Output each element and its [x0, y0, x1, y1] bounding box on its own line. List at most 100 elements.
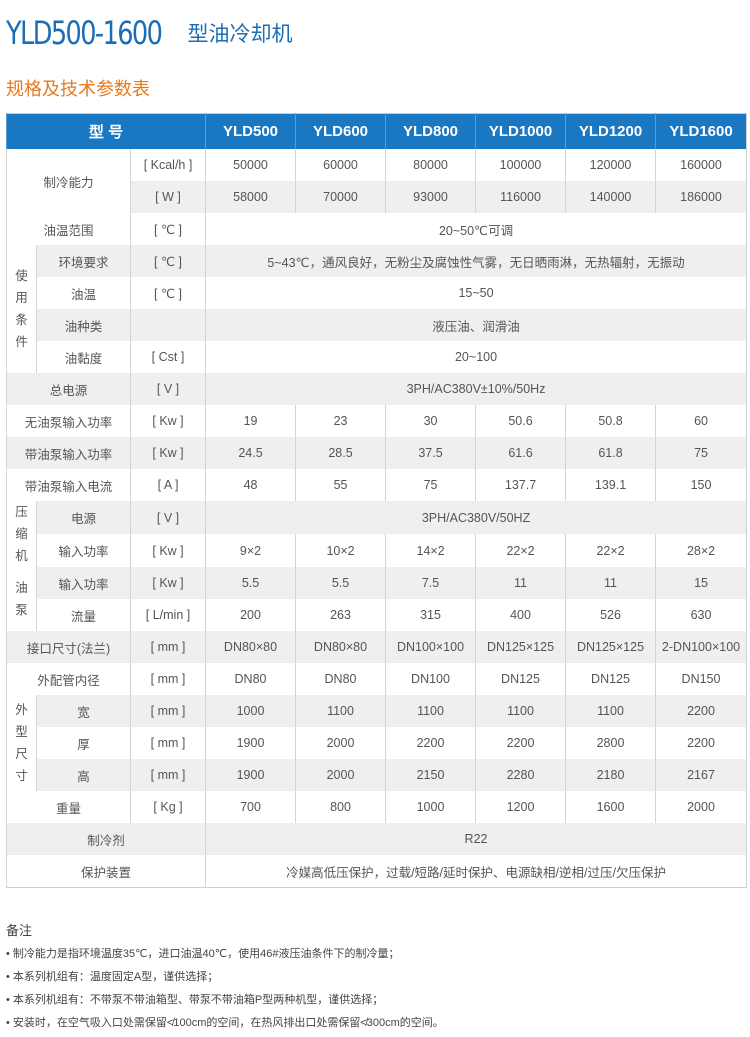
row-unit: [ ℃ ] [129, 213, 206, 245]
group-label-text: 油泵 [15, 581, 28, 617]
title-name: 型油冷却机 [187, 23, 293, 46]
row-value: 37.5 [385, 437, 476, 469]
row-value: 120000 [565, 149, 656, 181]
row-value: 75 [655, 437, 747, 469]
row-value: 22×2 [475, 534, 566, 567]
row-value: 1900 [205, 727, 296, 759]
row-label: 带油泵输入功率 [6, 437, 131, 469]
row-label: 宽 [36, 695, 131, 727]
row-label: 接口尺寸(法兰) [6, 631, 131, 663]
row-value-merged: 15~50 [205, 277, 747, 309]
row-value: 100000 [475, 149, 566, 181]
row-value: 150 [655, 469, 747, 501]
row-value-merged: 3PH/AC380V±10%/50Hz [205, 373, 747, 405]
table-row: 高[ mm ] 1900 2000 2150 2280 2180 2167 [7, 759, 747, 791]
row-unit: [ L/min ] [129, 599, 206, 631]
row-value: DN150 [655, 663, 747, 695]
row-value: 1100 [565, 695, 656, 727]
row-label: 油种类 [36, 309, 131, 341]
group-label: 压缩机 [6, 501, 37, 567]
table-row: 油种类 液压油、润滑油 [7, 309, 747, 341]
row-value: 11 [475, 567, 566, 599]
row-value: 50000 [205, 149, 296, 181]
row-value-merged: 20~100 [205, 341, 747, 373]
table-row: 接口尺寸(法兰)[ mm ] DN80×80 DN80×80 DN100×100 DN1… [6, 631, 747, 663]
row-label: 保护装置 [5, 855, 206, 888]
row-value-merged: 3PH/AC380V/50HZ [205, 501, 747, 534]
row-value: 2800 [565, 727, 656, 759]
header-model: YLD800 [385, 113, 476, 149]
table-row: 油温范围[ ℃ ] 20~50℃可调 [6, 213, 747, 245]
notes: 备注 制冷能力是指环境温度35℃，进口油温40℃，使用46#液压油条件下的制冷量… [6, 920, 444, 1037]
row-value: DN80×80 [295, 631, 386, 663]
row-value: 139.1 [565, 469, 656, 501]
row-value: 2150 [385, 759, 476, 791]
row-value: 19 [205, 405, 296, 437]
row-unit: [ Kw ] [129, 437, 206, 469]
row-label: 制冷剂 [5, 823, 206, 855]
row-unit: [ Kcal/h ] [129, 149, 206, 181]
note-item: 本系列机组有：温度固定A型，谨供选择； [6, 968, 444, 984]
header-model: YLD600 [295, 113, 386, 149]
table-row: 油黏度[ Cst ] 20~100 [7, 341, 747, 373]
row-unit: [ mm ] [129, 663, 206, 695]
row-label: 油温范围 [6, 213, 131, 245]
row-value: 2200 [655, 695, 747, 727]
note-item: 安装时，在空气吸入口处需保留≮100cm的空间，在热风排出口处需保留≮300cm… [6, 1014, 444, 1030]
row-value-merged: 5~43℃，通风良好，无粉尘及腐蚀性气雾，无日晒雨淋，无热辐射，无振动 [205, 245, 747, 277]
row-value: DN125×125 [565, 631, 656, 663]
row-value: 23 [295, 405, 386, 437]
row-unit: [ V ] [129, 373, 206, 405]
row-label: 输入功率 [36, 534, 131, 567]
row-value: 30 [385, 405, 476, 437]
header-model: YLD1200 [565, 113, 656, 149]
row-label: 制冷能力 [6, 149, 131, 213]
row-unit: [ W ] [129, 181, 206, 213]
page-title: YLD500-1600 型油冷却机 [6, 14, 292, 52]
row-value: 1600 [565, 791, 656, 823]
row-value: 2200 [475, 727, 566, 759]
row-label: 无油泵输入功率 [6, 405, 131, 437]
table-row: 无油泵输入功率[ Kw ] 19 23 30 50.6 50.8 60 [6, 405, 747, 437]
row-value: DN100 [385, 663, 476, 695]
row-value: 14×2 [385, 534, 476, 567]
row-value: 10×2 [295, 534, 386, 567]
table-row: 油温[ ℃ ] 15~50 [7, 277, 747, 309]
row-label: 高 [36, 759, 131, 791]
row-label: 总电源 [6, 373, 131, 405]
row-value: 24.5 [205, 437, 296, 469]
row-value: 1100 [385, 695, 476, 727]
row-value: 200 [205, 599, 296, 631]
spec-table: 型 号 YLD500 YLD600 YLD800 YLD1000 YLD1200 YLD1… [5, 113, 748, 888]
row-label: 输入功率 [36, 567, 131, 599]
row-value: 1100 [295, 695, 386, 727]
row-value: 60000 [295, 149, 386, 181]
row-unit: [ ℃ ] [129, 245, 206, 277]
row-label: 外配管内径 [6, 663, 131, 695]
row-value: 2180 [565, 759, 656, 791]
header-model: YLD1600 [655, 113, 747, 149]
row-value: DN80 [295, 663, 386, 695]
row-value: 186000 [655, 181, 747, 213]
table-row: 厚[ mm ] 1900 2000 2200 2200 2800 2200 [7, 727, 747, 759]
table-row: 制冷剂 R22 [5, 823, 747, 855]
row-unit: [ Kw ] [129, 534, 206, 567]
row-unit: [ mm ] [129, 631, 206, 663]
row-value: 58000 [205, 181, 296, 213]
row-value: 75 [385, 469, 476, 501]
row-value: 48 [205, 469, 296, 501]
row-label: 环境要求 [36, 245, 131, 277]
row-value: 2200 [655, 727, 747, 759]
row-unit: [ A ] [129, 469, 206, 501]
table-row: 压缩机 电源[ V ] 3PH/AC380V/50HZ [6, 501, 747, 567]
row-value-merged: R22 [205, 823, 747, 855]
row-value: DN100×100 [385, 631, 476, 663]
row-label: 油黏度 [36, 341, 131, 373]
table-row: 总电源[ V ] 3PH/AC380V±10%/50Hz [6, 373, 747, 405]
row-value: 140000 [565, 181, 656, 213]
group-label-text: 压缩机 [15, 505, 28, 563]
row-value: 630 [655, 599, 747, 631]
row-label: 厚 [36, 727, 131, 759]
row-value: 2000 [655, 791, 747, 823]
row-value: 9×2 [205, 534, 296, 567]
